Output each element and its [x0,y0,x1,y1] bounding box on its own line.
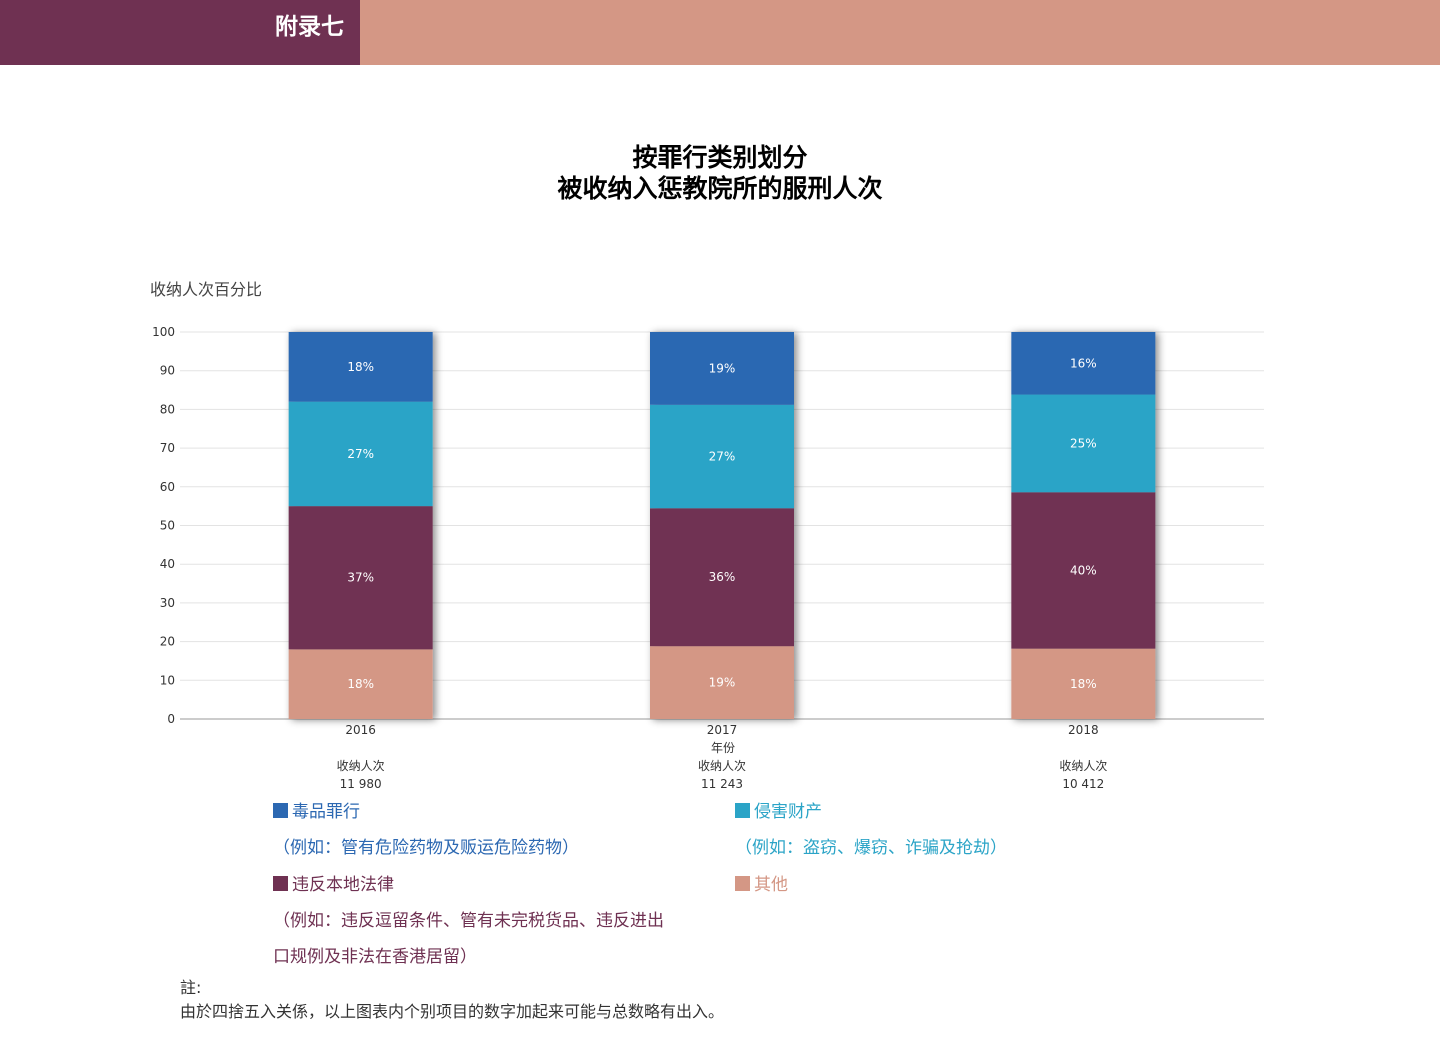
bar-law-2017 [650,508,794,647]
legend-law: 违反本地法律 [273,870,394,895]
legend-drug-label: 毒品罪行 [292,802,360,822]
legend-law-note-line2: 口规例及非法在香港居留） [273,947,477,967]
bars [288,332,1156,719]
bar-data-label: 25% [1070,436,1097,450]
legend-law-label: 违反本地法律 [292,875,394,895]
legend-property: 侵害财产 [735,797,822,822]
y-tick-label: 90 [160,364,175,378]
bar-stack-2016 [288,332,433,719]
bar-data-label: 18% [347,677,374,691]
bar-law-2018 [1011,492,1156,649]
y-axis-label: 收纳人次百分比 [150,280,263,299]
legend-law-note-line1: （例如：违反逗留条件、管有未完税货品、违反进出 [273,911,664,931]
bar-data-label: 36% [709,570,736,584]
y-tick-label: 40 [160,557,175,571]
stacked-bar-chart: 0 10 20 30 40 50 60 70 80 90 100 18% 37% 27% 18% 2016 收纳… [152,325,1264,791]
admissions-value: 11 980 [340,777,382,791]
bar-data-label: 27% [347,447,374,461]
chart-title-line1: 按罪行类别划分 [632,143,808,172]
bar-property-2018 [1011,394,1156,493]
bar-data-label: 40% [1070,563,1097,577]
y-tick-label: 100 [152,325,175,339]
bar-data-label: 19% [709,361,736,375]
bar-data-label: 18% [1070,677,1097,691]
footnote-text: 由於四捨五入关係，以上图表内个别项目的数字加起来可能与总数略有出入。 [180,1002,725,1021]
y-tick-label: 60 [160,480,175,494]
admissions-label: 收纳人次 [337,759,385,773]
legend-property-note: （例如：盗窃、爆窃、诈骗及抢劫） [735,838,1007,858]
y-tick-label: 80 [160,402,175,416]
legend-property-label: 侵害财产 [754,802,822,822]
bar-law-2016 [288,506,433,650]
legend-other: 其他 [735,870,788,895]
labels: 0 10 20 30 40 50 60 70 80 90 100 18% 37% 27% 18% 2016 收纳… [152,325,1107,791]
appendix-label: 附录七 [0,0,360,65]
chart-title: 按罪行类别划分 被收纳入惩教院所的服刑人次 [0,142,1440,204]
bar-drug-2017 [650,332,794,405]
legend-drug-note: （例如：管有危险药物及贩运危险药物） [273,838,579,858]
x-tick-label: 2016 [345,723,376,737]
y-tick-label: 70 [160,441,175,455]
bar-other-2016 [288,649,433,719]
x-tick-label: 2018 [1068,723,1099,737]
bar-data-label: 27% [709,450,736,464]
bar-property-2016 [288,401,433,507]
y-tick-label: 0 [167,712,175,726]
bar-data-label: 18% [347,360,374,374]
y-tick-label: 30 [160,596,175,610]
bar-data-label: 19% [709,676,736,690]
chart-title-line2: 被收纳入惩教院所的服刑人次 [557,174,883,203]
legend-other-label: 其他 [754,875,788,895]
y-tick-label: 10 [160,673,175,687]
admissions-label: 收纳人次 [698,759,746,773]
y-tick-label: 50 [160,519,175,533]
admissions-value: 11 243 [701,777,743,791]
bar-drug-2018 [1011,332,1156,395]
admissions-value: 10 412 [1062,777,1104,791]
bar-data-label: 16% [1070,356,1097,370]
admissions-label: 收纳人次 [1059,759,1107,773]
bar-other-2018 [1011,648,1156,719]
legend-drug-swatch [273,803,288,818]
bar-stack-2018 [1011,332,1156,719]
x-axis-label: 年份 [711,741,735,755]
bar-data-label: 37% [347,571,374,585]
bar-property-2017 [650,404,794,509]
footnote-title: 註: [180,978,202,997]
x-tick-label: 2017 [707,723,738,737]
legend-law-swatch [273,876,288,891]
legend-other-swatch [735,876,750,891]
bar-drug-2016 [288,332,433,402]
legend-drug: 毒品罪行 [273,797,360,822]
legend-property-swatch [735,803,750,818]
bar-other-2017 [650,646,794,719]
y-tick-label: 20 [160,635,175,649]
bar-stack-2017 [650,332,794,719]
